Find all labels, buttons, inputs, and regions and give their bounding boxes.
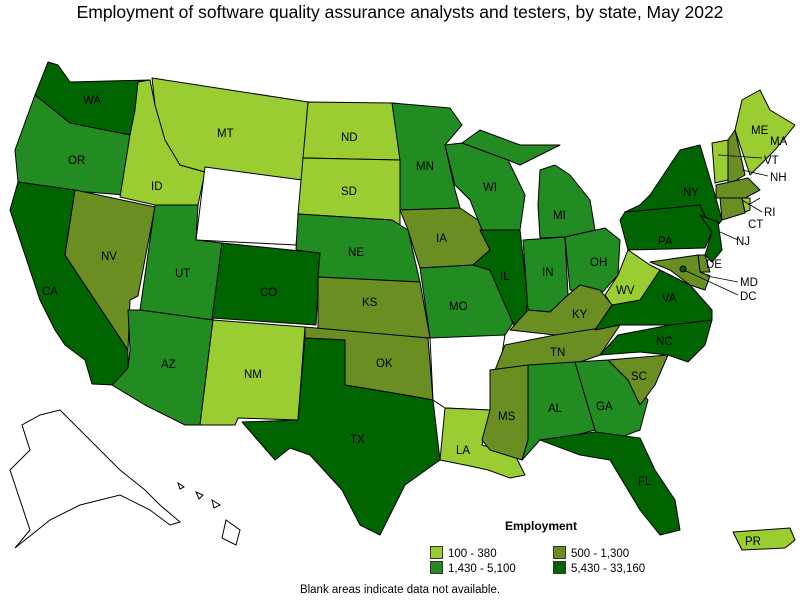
state-wv: [604, 249, 661, 306]
state-label-nm: NM: [244, 369, 262, 381]
legend-label-bin-3: 1,430 - 5,100: [448, 563, 516, 575]
state-label-ok: OK: [376, 358, 393, 370]
state-mn: [391, 102, 463, 211]
state-label-ga: GA: [596, 401, 613, 413]
legend-title: Employment: [505, 519, 578, 533]
state-nh: [727, 129, 746, 186]
legend-item-bin-2: 500 - 1,300: [553, 546, 629, 560]
legend-item-bin-3: 1,430 - 5,100: [430, 561, 516, 575]
state-label-sc: SC: [631, 371, 647, 383]
state-label-ca: CA: [42, 286, 58, 298]
state-label-mo: MO: [449, 301, 468, 313]
state-label-pr: PR: [745, 536, 761, 548]
state-label-nh: NH: [770, 172, 787, 184]
state-label-md: MD: [740, 277, 758, 289]
state-label-la: LA: [456, 445, 470, 457]
state-label-dc: DC: [740, 291, 757, 303]
state-label-in: IN: [542, 267, 554, 279]
state-label-pa: PA: [658, 236, 673, 248]
state-tx: [241, 337, 441, 536]
state-sc: [607, 354, 669, 406]
state-label-ky: KY: [572, 309, 588, 321]
state-label-vt: VT: [764, 155, 779, 167]
state-nj: [699, 214, 723, 263]
state-ma: [715, 177, 761, 199]
state-label-id: ID: [151, 181, 163, 193]
state-label-ma: MA: [770, 136, 788, 148]
alaska-outline: [9, 409, 182, 549]
state-label-wi: WI: [483, 182, 497, 194]
state-label-mt: MT: [217, 128, 234, 140]
state-label-or: OR: [68, 155, 85, 167]
state-wy: [195, 166, 303, 246]
state-label-tx: TX: [350, 434, 365, 446]
state-label-ri: RI: [764, 207, 776, 219]
legend-swatch-bin-2: [553, 546, 566, 559]
footnote: Blank areas indicate data not available.: [299, 584, 501, 596]
hawaii-outline: [177, 481, 241, 546]
state-dc: [679, 265, 687, 273]
legend-swatch-bin-3: [430, 561, 443, 574]
state-label-ny: NY: [683, 187, 699, 199]
state-label-nj: NJ: [736, 236, 750, 248]
state-label-al: AL: [548, 403, 563, 415]
state-label-wa: WA: [83, 95, 101, 107]
state-pr: [732, 527, 796, 551]
state-label-ms: MS: [498, 411, 516, 423]
state-label-co: CO: [260, 287, 277, 299]
legend-swatch-bin-4: [553, 561, 566, 574]
state-label-mn: MN: [416, 161, 434, 173]
state-label-ne: NE: [348, 247, 364, 259]
state-label-nd: ND: [341, 132, 358, 144]
legend-swatch-bin-1: [430, 546, 443, 559]
state-label-va: VA: [662, 293, 677, 305]
state-label-az: AZ: [161, 359, 176, 371]
state-label-nc: NC: [656, 336, 673, 348]
state-ct: [719, 197, 746, 221]
map-title: Employment of software quality assurance…: [76, 2, 724, 22]
state-me: [734, 89, 796, 176]
legend-label-bin-1: 100 - 380: [448, 548, 497, 560]
state-label-il: IL: [500, 271, 510, 283]
state-fl: [539, 431, 681, 536]
state-label-de: DE: [706, 259, 722, 271]
state-label-ct: CT: [748, 219, 763, 231]
state-label-ks: KS: [362, 297, 378, 309]
state-label-tn: TN: [550, 347, 565, 359]
state-label-ia: IA: [436, 233, 447, 245]
state-md: [649, 254, 711, 291]
legend-label-bin-4: 5,430 - 33,160: [571, 563, 646, 575]
legend-label-bin-2: 500 - 1,300: [571, 548, 630, 560]
legend-item-bin-1: 100 - 380: [430, 546, 497, 560]
state-label-nv: NV: [101, 251, 117, 263]
state-label-me: ME: [751, 125, 769, 137]
state-label-ut: UT: [175, 268, 190, 280]
state-label-mi: MI: [553, 210, 566, 222]
state-label-sd: SD: [341, 186, 357, 198]
state-nd: [302, 101, 401, 161]
state-label-oh: OH: [590, 257, 607, 269]
state-co: [211, 242, 321, 326]
state-or: [14, 94, 131, 196]
state-label-fl: FL: [638, 476, 652, 488]
state-nc: [599, 319, 713, 363]
state-vt: [711, 139, 729, 184]
state-label-wv: WV: [616, 285, 635, 297]
legend-item-bin-4: 5,430 - 33,160: [553, 561, 645, 575]
